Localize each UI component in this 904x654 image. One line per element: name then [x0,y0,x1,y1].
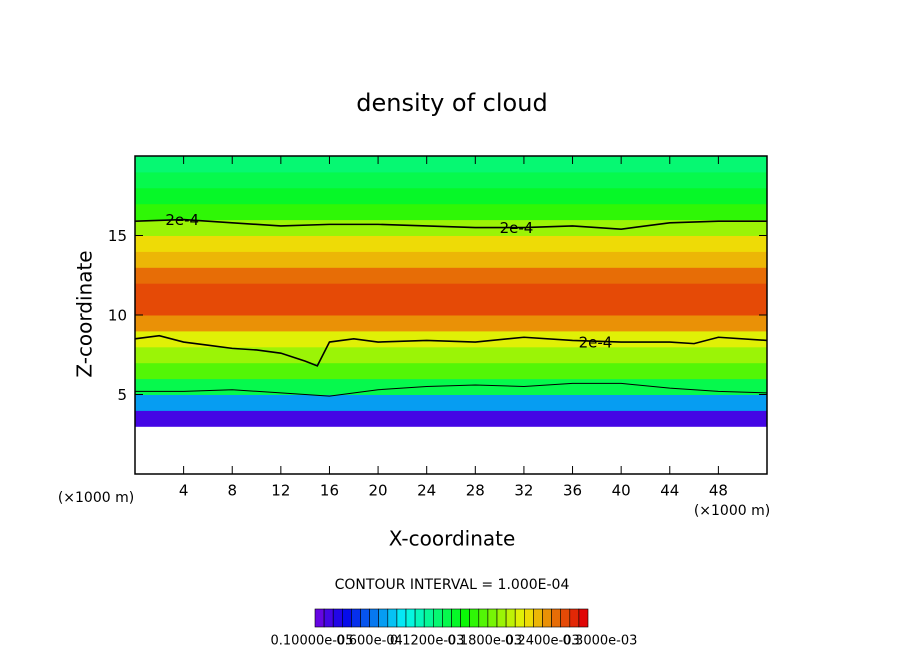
colorbar-box [469,608,480,628]
colorbar-box [542,608,552,628]
field-band [135,315,767,332]
colorbar-box [405,608,416,628]
colorbar-box [451,608,461,628]
colorbar-box [551,608,561,628]
colorbar-box [378,608,389,628]
colorbar-box [578,608,589,628]
colorbar-box [341,608,352,628]
colorbar-box [442,608,452,628]
colorbar-box [496,608,507,628]
field-band [135,283,767,300]
colorbar-box [487,608,498,628]
field-band [135,362,767,380]
x-tick-label: 32 [514,482,533,500]
colorbar-box [478,608,489,628]
field-band [135,251,767,268]
x-tick-label: 24 [417,482,436,500]
colorbar-label: 0.1200e-03 [390,634,465,649]
contour-line [134,218,767,230]
colorbar-box [387,608,398,628]
colorbar-box [569,608,580,628]
field-band [135,267,767,284]
x-axis-label: X-coordinate [389,527,516,551]
colorbar-box [351,608,361,628]
colorbar-label: 0.600e-04 [336,634,402,649]
colorbar-box [396,608,407,628]
field-band [135,203,767,221]
x-tick-label: 36 [563,482,582,500]
field-band [135,299,767,316]
field-band [135,378,767,395]
y-unit: (×1000 m) [58,490,134,506]
y-tick-label: 10 [108,307,127,325]
colorbar-label: 0.1800e-03 [447,634,522,649]
x-tick-label: 20 [369,482,388,500]
colorbar-box [460,608,471,628]
field-band [135,235,767,252]
contour-line [134,334,768,367]
colorbar-box [369,608,380,628]
colorbar-box [505,608,516,628]
y-tick-label: 15 [108,227,127,245]
colorbar-box [360,608,370,628]
colorbar-box [432,608,443,628]
x-tick-label: 48 [709,482,728,500]
colorbar-box [533,608,543,628]
colorbar-box [414,608,425,628]
colorbar-box [332,608,343,628]
colorbar-box [423,608,434,628]
x-tick-label: 8 [227,482,237,500]
field-band [135,187,767,205]
colorbar-label: 0.3000e-03 [563,634,638,649]
contour-label: 2e-4 [579,334,613,352]
x-unit: (×1000 m) [694,503,770,519]
field-band [135,156,767,173]
x-tick-label: 28 [466,482,485,500]
contour-note: CONTOUR INTERVAL = 1.000E-04 [335,577,570,593]
colorbar-label: 0.10000e-05 [271,634,354,649]
x-tick-label: 40 [612,482,631,500]
contour-label: 2e-4 [500,219,534,237]
field-band [135,171,767,189]
colorbar-label: 0.2400e-03 [505,634,580,649]
field-band [135,330,767,348]
x-tick-label: 12 [271,482,290,500]
field-band [135,394,767,411]
colorbar-box [514,608,525,628]
x-tick-label: 44 [660,482,679,500]
y-tick-label: 5 [117,386,127,404]
field-band [135,219,767,236]
contour-label: 2e-4 [165,211,199,229]
colorbar-box [523,608,534,628]
colorbar-box [314,608,325,628]
y-axis-label: Z-coordinate [73,250,97,377]
contour-line [135,382,768,397]
colorbar-box [323,608,334,628]
chart-title: density of cloud [356,89,547,117]
field-band [135,346,767,364]
x-tick-label: 16 [320,482,339,500]
field-band [135,410,767,427]
x-tick-label: 4 [179,482,189,500]
colorbar-box [560,608,571,628]
